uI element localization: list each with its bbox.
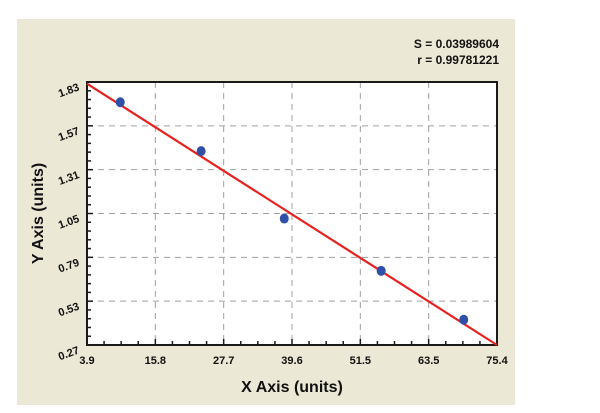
x-tick-label: 75.4 <box>486 355 508 367</box>
y-tick-label: 1.31 <box>57 169 81 188</box>
x-tick-label: 39.6 <box>281 355 302 367</box>
y-tick-label: 0.27 <box>57 345 81 364</box>
x-tick-label: 15.8 <box>145 355 166 367</box>
data-point <box>196 146 206 157</box>
y-axis-label: Y Axis (units) <box>30 163 47 264</box>
y-tick-label: 1.57 <box>57 125 81 144</box>
data-point <box>376 265 386 276</box>
y-tick-label: 0.79 <box>57 257 81 276</box>
x-tick-label: 63.5 <box>418 355 439 367</box>
data-point <box>459 314 469 325</box>
data-point <box>279 213 289 224</box>
y-tick-label: 1.83 <box>57 82 81 101</box>
y-tick-label: 0.53 <box>57 301 81 320</box>
x-axis-label: X Axis (units) <box>241 379 343 396</box>
x-tick-label: 3.9 <box>79 355 94 367</box>
x-tick-label: 51.5 <box>350 355 371 367</box>
regression-line <box>86 82 498 346</box>
y-tick-label: 1.05 <box>57 213 81 232</box>
data-point <box>115 97 125 108</box>
x-tick-label: 27.7 <box>213 355 234 367</box>
